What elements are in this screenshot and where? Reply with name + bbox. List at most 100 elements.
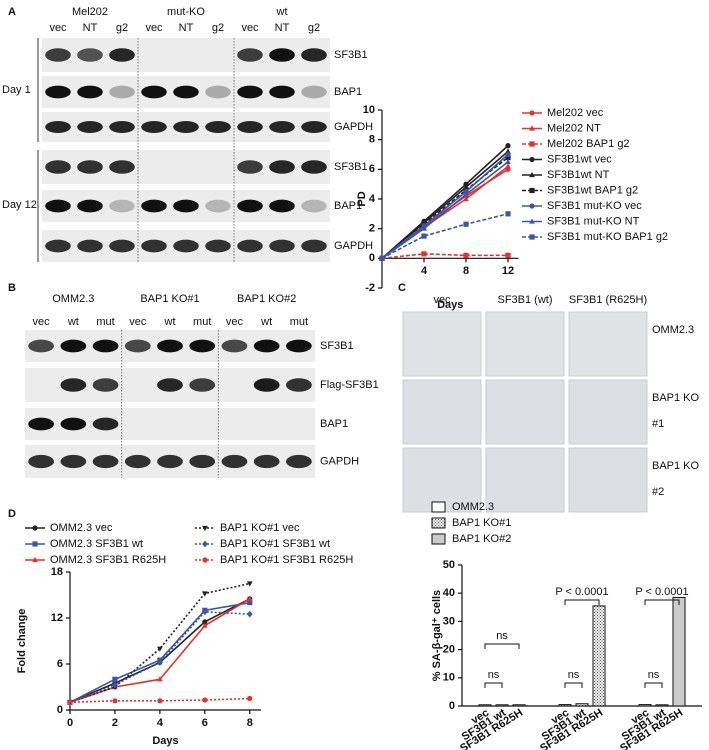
blot-band [301,48,327,62]
marker [505,154,511,161]
micrograph [485,447,565,513]
blot-band [269,160,295,174]
legend-marker [32,525,38,531]
panel-label: B [8,282,16,294]
lane-label: vec [129,316,147,328]
blot-band [77,239,103,253]
marker [505,148,511,154]
blot-band [189,339,216,353]
day-label: Day 1 [2,84,31,96]
legend-label: OMM2.3 [452,501,494,513]
blot-band [60,339,87,353]
legend-marker [32,556,38,563]
blot-band [237,239,263,253]
x-axis-label: Days [152,735,178,747]
y-axis-label: PD [356,191,368,206]
legend-label: Mel202 NT [547,122,601,134]
blot-band [301,85,327,99]
blot-band [286,454,312,469]
blot-band [77,160,103,174]
blot-band [301,199,327,213]
legend-label: OMM2.3 SF3B1 wt [50,538,143,550]
blot-band [28,417,54,431]
bar [558,704,572,707]
y-tick-label: 6 [57,658,63,670]
lane-label: wt [260,316,272,328]
legend-swatch [431,533,446,545]
bar [495,704,509,707]
significance-bracket [644,599,680,605]
marker [421,251,427,257]
blot-band [237,121,263,133]
legend-label: SF3B1 mut-KO BAP1 g2 [547,231,668,243]
marker [421,233,427,239]
blot-band [92,417,119,431]
marker [246,610,253,618]
blot-band [92,339,119,353]
blot-band [253,378,280,392]
blot-band [109,48,135,62]
marker [505,158,511,164]
marker [246,581,253,587]
legend-label: BAP1 KO#1 SF3B1 R625H [220,554,353,566]
lane-label: NT [179,22,194,34]
legend-marker [529,156,535,163]
lane-label: vec [33,316,51,328]
blot-band [253,454,280,469]
protein-label: SF3B1 [320,340,354,352]
marker [505,211,511,217]
legend-marker [529,171,535,178]
day-label: Day 12 [2,199,37,211]
marker [463,221,469,227]
group-label: BAP1 KO#2 [237,293,296,305]
blot-band [109,121,135,133]
y-tick-label: 2 [369,223,375,235]
group-label: OMM2.3 [52,293,94,305]
significance-label: ns [568,669,580,681]
legend-marker [529,218,535,224]
blot-band [269,85,295,99]
significance-label: P < 0.0001 [635,586,688,598]
y-tick-label: 0 [449,700,455,712]
column-label: vec [433,294,451,306]
blot-band [301,160,327,174]
blot-band [109,85,135,99]
x-tick-label: 12 [502,265,514,277]
blot-band [286,339,312,353]
y-tick-label: 30 [443,615,455,627]
series-line [69,582,250,704]
marker [505,151,511,158]
lane-label: g2 [212,22,224,34]
column-label: SF3B1 (R625H) [569,294,647,306]
marker [157,698,163,704]
blot-band [28,339,54,353]
bar [638,704,652,707]
y-axis-label: % SA-β-gal⁺ cells [431,590,443,681]
blot-band [28,454,54,469]
blot-band [173,239,199,253]
blot-band [45,160,71,174]
bar [575,703,589,707]
protein-label: SF3B1 [334,49,368,61]
blot-band [77,85,103,99]
significance-label: ns [496,630,508,642]
y-tick-label: 50 [443,559,455,571]
blot-band [45,48,71,62]
protein-label: BAP1 [320,418,348,430]
x-tick-label: 4 [421,265,428,277]
y-tick-label: 0 [57,704,63,716]
marker [157,676,163,682]
protein-label: BAP1 [334,200,362,212]
protein-label: BAP1 [334,86,362,98]
legend-label: SF3B1wt vec [547,153,612,165]
marker [505,252,511,258]
blot-band [45,85,71,99]
legend-marker [529,110,535,116]
y-tick-label: 0 [369,252,375,264]
lane-label: vec [145,22,163,34]
lane-label: NT [83,22,98,34]
y-axis-label: Fold change [16,609,28,674]
x-tick-label: 6 [202,717,208,729]
bar [478,704,492,707]
blot-band [269,121,295,133]
